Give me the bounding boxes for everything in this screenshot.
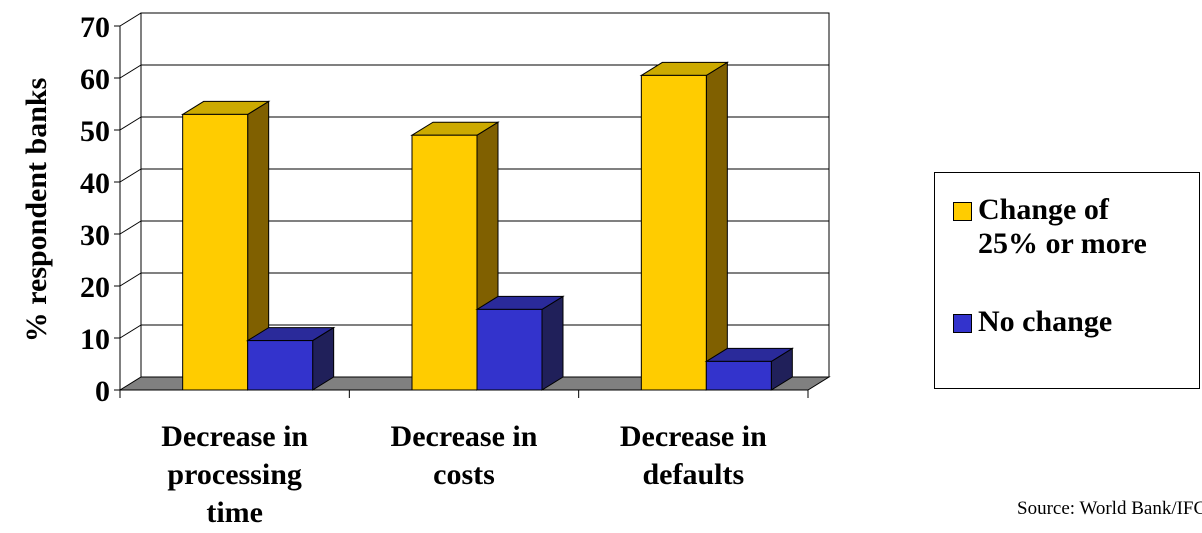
gridline-diag xyxy=(119,220,142,235)
bar-0-1 xyxy=(245,326,336,391)
y-tick-label: 10 xyxy=(80,323,110,356)
legend-item-change: Change of 25% or more xyxy=(953,193,1202,261)
legend-label-change: Change of 25% or more xyxy=(978,193,1147,260)
legend-item-no-change: No change xyxy=(953,305,1202,339)
x-tick-label-2: Decrease in defaults xyxy=(620,420,767,491)
legend-label-no-change: No change xyxy=(978,305,1113,338)
bar-front xyxy=(247,340,314,391)
bar-front xyxy=(705,360,772,391)
legend-swatch-blue xyxy=(953,314,972,333)
gridline-diag xyxy=(119,64,142,79)
x-tick-label-0: Decrease in processing time xyxy=(161,420,308,529)
bar-0-0 xyxy=(180,100,271,391)
bar-side xyxy=(541,295,564,391)
y-tick-label: 20 xyxy=(80,271,110,304)
bar-side xyxy=(705,61,728,391)
y-tick-label: 30 xyxy=(80,219,110,252)
bar-front xyxy=(182,113,249,391)
legend-swatch-yellow xyxy=(953,202,972,221)
legend: Change of 25% or more No change xyxy=(934,172,1200,389)
x-tick-label-1: Decrease in costs xyxy=(391,420,538,491)
bar-2-1 xyxy=(704,347,795,391)
gridline-diag xyxy=(119,116,142,131)
bar-front xyxy=(411,134,478,391)
y-axis-label: % respondent banks xyxy=(20,78,53,343)
bar-1-1 xyxy=(475,295,565,391)
y-tick-label: 50 xyxy=(80,115,110,148)
bars-layer xyxy=(180,61,795,391)
bar-front xyxy=(640,74,707,391)
gridline-diag xyxy=(119,272,142,287)
y-tick-label: 0 xyxy=(95,375,110,408)
y-tick-label: 70 xyxy=(80,11,110,44)
axis-layer: 0 10 20 30 40 50 60 70 Decrease in processing time… xyxy=(80,11,809,529)
bar-chart: 0 10 20 30 40 50 60 70 Decrease in processing time… xyxy=(20,11,831,529)
source-note: Source: World Bank/IFC xyxy=(1017,498,1202,519)
gridline-diag xyxy=(119,12,142,27)
gridline-diag xyxy=(119,168,142,183)
y-tick-label: 40 xyxy=(80,167,110,200)
y-tick-label: 60 xyxy=(80,63,110,96)
bar-2-0 xyxy=(639,61,730,391)
bar-front xyxy=(476,308,543,391)
gridline-diag xyxy=(119,324,142,339)
